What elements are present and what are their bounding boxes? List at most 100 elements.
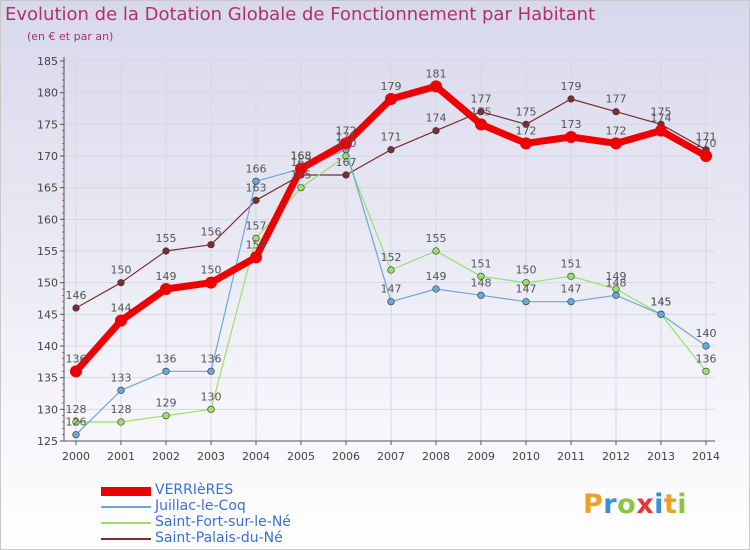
- data-point-3: [522, 120, 530, 128]
- data-point-3: [252, 196, 260, 204]
- logo-letter: i: [654, 489, 664, 520]
- data-label-3: 150: [111, 264, 132, 277]
- data-point-2: [567, 272, 575, 280]
- y-tick-label: 180: [37, 87, 58, 100]
- data-point-0: [115, 314, 127, 327]
- y-tick-label: 175: [37, 118, 58, 131]
- y-tick-label: 140: [37, 340, 58, 353]
- data-point-1: [387, 298, 395, 306]
- legend-label-0: VERRIèRES: [155, 482, 234, 498]
- data-label-0: 154: [246, 238, 267, 251]
- data-point-3: [387, 146, 395, 154]
- data-label-2: 129: [156, 397, 177, 410]
- data-point-2: [117, 418, 125, 426]
- data-point-0: [250, 251, 262, 264]
- x-tick-label: 2012: [602, 450, 630, 463]
- data-point-1: [207, 367, 215, 375]
- data-label-0: 181: [426, 67, 447, 80]
- x-tick-label: 2011: [557, 450, 585, 463]
- data-label-1: 168: [291, 150, 312, 163]
- legend-label-2: Saint-Fort-sur-le-Né: [155, 514, 291, 530]
- data-point-3: [477, 108, 485, 116]
- data-point-2: [162, 412, 170, 420]
- data-label-2: 165: [291, 169, 312, 182]
- data-label-3: 156: [201, 226, 222, 239]
- data-point-2: [252, 234, 260, 242]
- data-label-2: 157: [246, 219, 267, 232]
- x-tick-label: 2001: [107, 450, 135, 463]
- data-label-1: 147: [516, 283, 537, 296]
- data-point-0: [520, 137, 532, 150]
- logo-letter: P: [583, 489, 604, 520]
- data-label-2: 136: [696, 352, 717, 365]
- data-point-0: [70, 365, 82, 378]
- data-label-3: 171: [696, 131, 717, 144]
- data-point-2: [522, 279, 530, 287]
- data-label-1: 147: [561, 283, 582, 296]
- data-point-0: [610, 137, 622, 150]
- logo-letter: r: [603, 489, 618, 520]
- data-label-1: 149: [426, 270, 447, 283]
- data-point-0: [655, 124, 667, 137]
- data-label-2: 130: [201, 390, 222, 403]
- data-point-0: [475, 118, 487, 131]
- x-tick-label: 2004: [242, 450, 270, 463]
- x-tick-label: 2008: [422, 450, 450, 463]
- data-label-1: 148: [471, 276, 492, 289]
- x-tick-label: 2003: [197, 450, 225, 463]
- logo-letter: t: [663, 489, 678, 520]
- x-tick-label: 2002: [152, 450, 180, 463]
- data-label-3: 171: [381, 131, 402, 144]
- y-tick-label: 150: [37, 277, 58, 290]
- data-label-1: 140: [696, 327, 717, 340]
- proxiti-logo: Proxiti: [583, 489, 687, 520]
- data-label-0: 173: [561, 118, 582, 131]
- data-label-3: 155: [156, 232, 177, 245]
- data-point-0: [430, 80, 442, 93]
- data-point-2: [207, 405, 215, 413]
- data-point-3: [567, 95, 575, 103]
- data-point-3: [612, 108, 620, 116]
- data-label-2: 145: [651, 295, 672, 308]
- x-tick-label: 2006: [332, 450, 360, 463]
- data-point-1: [477, 291, 485, 299]
- data-point-0: [565, 131, 577, 143]
- data-point-0: [205, 276, 217, 289]
- data-label-2: 150: [516, 264, 537, 277]
- data-point-1: [567, 298, 575, 306]
- data-label-1: 166: [246, 162, 267, 175]
- data-label-3: 177: [606, 93, 627, 106]
- x-tick-label: 2005: [287, 450, 315, 463]
- data-label-3: 167: [336, 156, 357, 169]
- data-label-2: 151: [471, 257, 492, 270]
- data-point-0: [385, 93, 397, 105]
- data-label-0: 144: [111, 302, 132, 315]
- y-tick-label: 165: [37, 182, 58, 195]
- x-tick-label: 2010: [512, 450, 540, 463]
- data-label-2: 149: [606, 270, 627, 283]
- legend-swatch-3: [101, 538, 151, 540]
- data-label-3: 174: [426, 112, 447, 125]
- legend-swatch-0: [101, 487, 151, 496]
- data-label-1: 133: [111, 371, 132, 384]
- data-point-1: [252, 177, 260, 185]
- x-tick-label: 2007: [377, 450, 405, 463]
- data-label-3: 175: [516, 105, 537, 118]
- data-label-3: 179: [561, 80, 582, 93]
- logo-letter: i: [677, 489, 688, 520]
- data-point-2: [297, 184, 305, 192]
- x-tick-label: 2013: [647, 450, 675, 463]
- data-point-0: [295, 162, 307, 175]
- data-point-0: [160, 283, 172, 295]
- data-point-2: [702, 367, 710, 375]
- logo-letter: x: [636, 489, 655, 520]
- data-label-3: 163: [246, 181, 267, 194]
- data-label-0: 150: [201, 264, 222, 277]
- data-point-3: [162, 247, 170, 255]
- data-point-1: [522, 298, 530, 306]
- legend-label-1: Juillac-le-Coq: [155, 498, 246, 514]
- data-label-2: 151: [561, 257, 582, 270]
- data-label-2: 128: [66, 403, 87, 416]
- data-label-1: 145: [651, 295, 672, 308]
